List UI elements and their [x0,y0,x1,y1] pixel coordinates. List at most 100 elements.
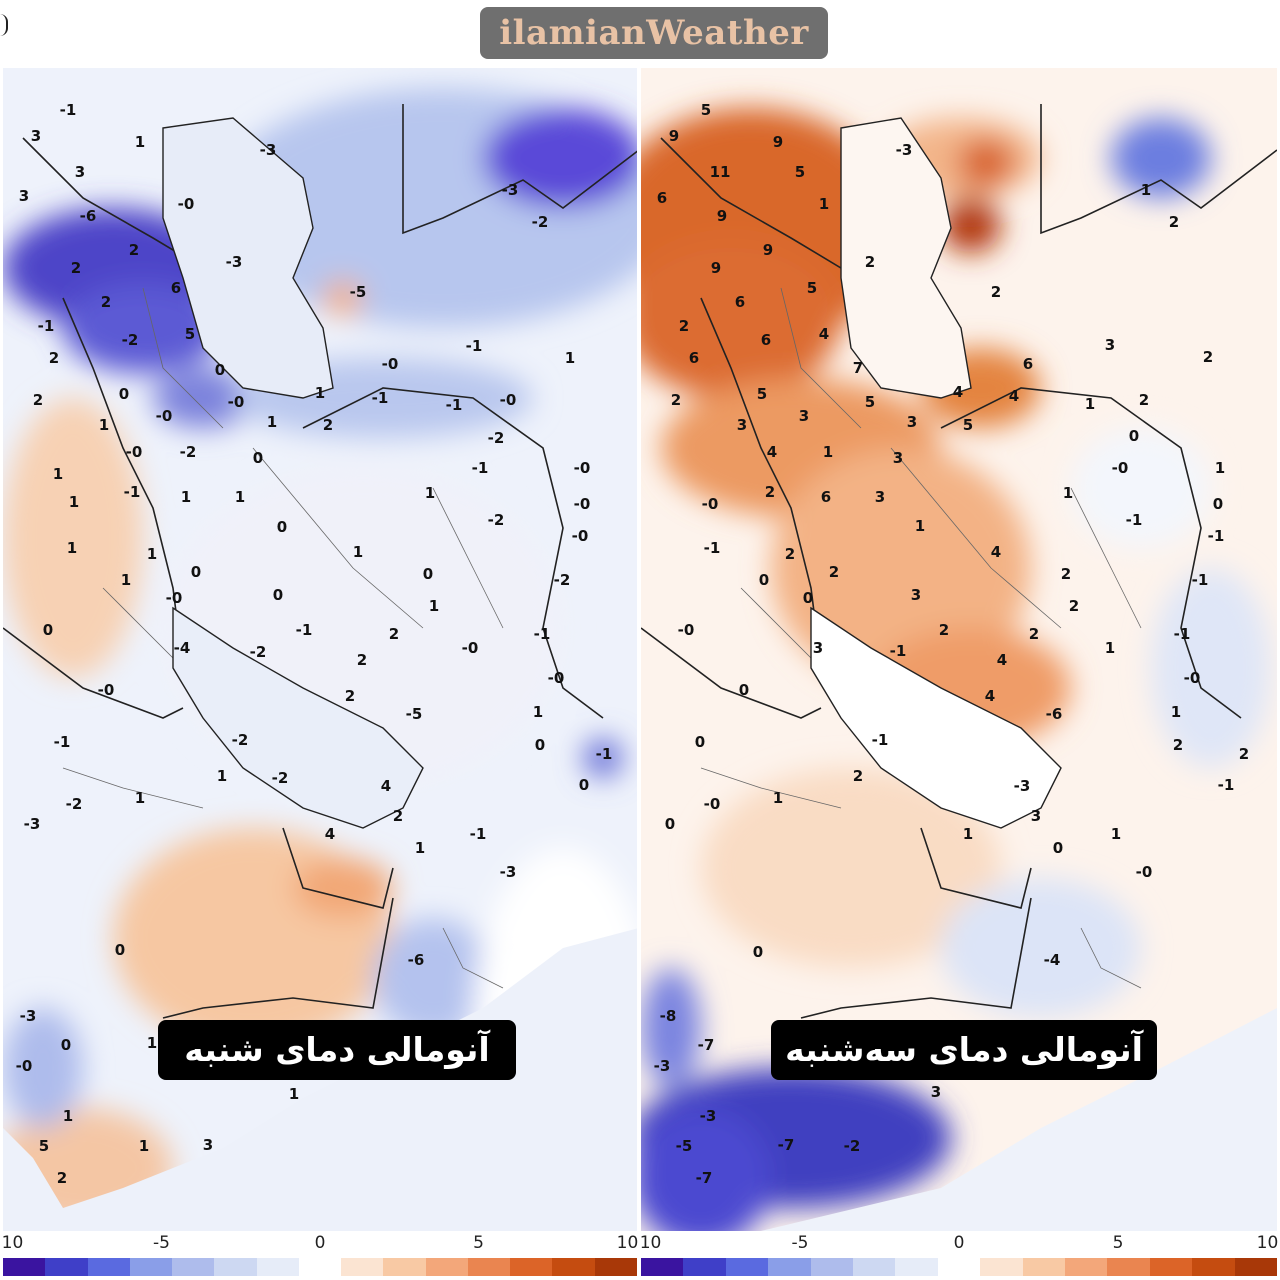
anomaly-value-label: 1 [181,488,191,506]
colorbar-swatch [937,1258,981,1276]
anomaly-value-label: 6 [657,189,667,207]
anomaly-value-label: -0 [178,195,195,213]
anomaly-value-label: 2 [829,563,839,581]
anomaly-value-label: 1 [353,543,363,561]
anomaly-value-label: 1 [147,1034,157,1052]
anomaly-value-label: -0 [574,459,591,477]
anomaly-value-label: 4 [991,543,1001,561]
anomaly-value-label: 1 [135,133,145,151]
anomaly-value-label: 5 [185,325,195,343]
anomaly-value-label: 0 [273,586,283,604]
anomaly-value-label: -1 [446,396,463,414]
anomaly-value-label: 4 [997,651,1007,669]
colorbar-swatch [172,1258,215,1276]
anomaly-value-label: 9 [669,127,679,145]
colorbar-tick-label: 10 [1,1233,24,1253]
anomaly-value-label: 5 [39,1137,49,1155]
anomaly-value-label: 3 [813,639,823,657]
colorbar-swatch [1192,1258,1235,1276]
anomaly-value-label: 2 [129,241,139,259]
colorbar-swatch [980,1258,1023,1276]
anomaly-value-label: -0 [574,495,591,513]
colorbar-swatch [1022,1258,1066,1276]
colorbar-tick-label: -5 [153,1233,170,1253]
anomaly-value-label: 5 [757,385,767,403]
colorbar-tick-label: 5 [1112,1233,1124,1253]
anomaly-value-label: 2 [853,767,863,785]
anomaly-value-label: 1 [99,416,109,434]
anomaly-value-label: -3 [700,1107,717,1125]
anomaly-value-label: 1 [1105,639,1115,657]
colorbar-tick-label: 10 [616,1233,639,1253]
anomaly-value-label: 2 [1139,391,1149,409]
anomaly-value-label: 3 [75,163,85,181]
anomaly-value-label: -1 [470,825,487,843]
anomaly-value-label: -0 [1112,459,1129,477]
map-panel-left: -1 3 1 3 3 -0 -6 -3 -3 2 6 -5 -3 -2 2 2 -1 -2 5 2 0 2 0 -0 1 -1 -0… [3,68,639,1231]
anomaly-value-label: 0 [191,563,201,581]
water-bodies-right [761,117,1277,1231]
anomaly-value-label: -4 [1044,951,1061,969]
anomaly-value-label: 3 [911,586,921,604]
anomaly-value-label: -2 [844,1137,861,1155]
province-borders-right [700,287,1142,989]
anomaly-value-label: -1 [534,625,551,643]
anomaly-value-label: 1 [139,1137,149,1155]
colorbar-swatch [1149,1258,1193,1276]
anomaly-value-label: -1 [596,745,613,763]
anomaly-value-label: 0 [739,681,749,699]
anomaly-value-label: 1 [533,703,543,721]
anomaly-value-label: -1 [124,483,141,501]
anomaly-value-label: 3 [799,407,809,425]
water-bodies-left [3,117,639,1231]
colorbar-right [641,1258,1278,1276]
colorbar-swatch [256,1258,299,1276]
anomaly-value-label: 2 [1203,348,1213,366]
anomaly-value-label: -1 [296,621,313,639]
anomaly-value-label: 0 [277,518,287,536]
anomaly-value-label: 5 [795,163,805,181]
anomaly-value-label: 9 [717,207,727,225]
anomaly-value-label: -0 [500,391,517,409]
anomaly-value-label: 1 [429,597,439,615]
anomaly-value-label: -0 [1184,669,1201,687]
anomaly-value-label: -1 [1174,625,1191,643]
anomaly-value-label: 4 [767,443,777,461]
partial-glyph [0,14,8,36]
anomaly-value-label: -2 [250,643,267,661]
anomaly-value-label: 0 [119,385,129,403]
anomaly-value-label: -0 [462,639,479,657]
colorbar-ticks-left: 10 -5 0 5 10 [1,1233,639,1257]
anomaly-value-label: 1 [53,465,63,483]
anomaly-value-label: -1 [38,317,55,335]
anomaly-value-label: -8 [660,1007,677,1025]
colorbar-swatch [383,1258,426,1276]
anomaly-value-label: 0 [753,943,763,961]
colorbar-ticks-right: 10 -5 0 5 10 [640,1233,1279,1257]
anomaly-value-label: 2 [1239,745,1249,763]
colorbar-swatch [3,1258,46,1276]
anomaly-value-label: -2 [488,511,505,529]
map-panel-right: 5 9 9 11 -3 5 6 1 9 1 2 9 2 9 6 5 2 2 6 4 3 2 6 7 6 5 4 4 2 3 3 5 3 5 1 2 0 4… [641,68,1277,1231]
anomaly-value-label: 4 [819,325,829,343]
colorbar-tick-label: 5 [473,1233,484,1253]
anomaly-value-label: 2 [765,483,775,501]
anomaly-value-label: 9 [711,259,721,277]
anomaly-value-label: 1 [425,484,435,502]
anomaly-value-label: -7 [696,1169,713,1187]
anomaly-value-label: 1 [915,517,925,535]
anomaly-value-label: -5 [676,1137,693,1155]
anomaly-value-label: -1 [1126,511,1143,529]
anomaly-value-label: -1 [704,539,721,557]
anomaly-value-label: 3 [31,127,41,145]
anomaly-value-label: -0 [548,669,565,687]
colorbar-swatch [810,1258,854,1276]
anomaly-value-label: 0 [43,621,53,639]
anomaly-value-label: 0 [215,361,225,379]
anomaly-value-label: 2 [1069,597,1079,615]
colorbar-tick-label: -5 [791,1233,809,1253]
colorbar-swatch [298,1258,342,1276]
caption-tuesday: آنومالی دمای سه‌شنبه [771,1020,1157,1080]
anomaly-value-label: 1 [69,493,79,511]
